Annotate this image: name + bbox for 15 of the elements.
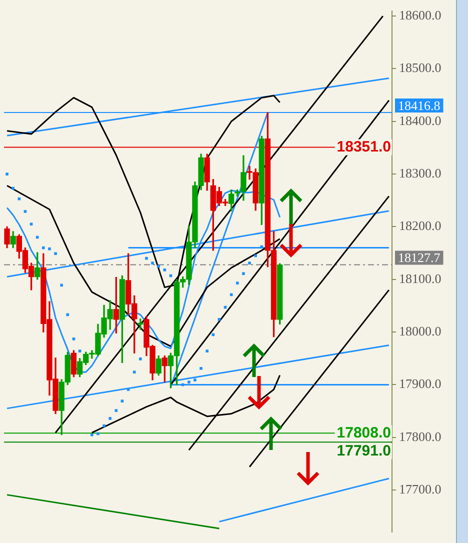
y-tick-label: 18400.0 — [399, 112, 442, 128]
y-tick-label: 18100.0 — [399, 270, 442, 286]
y-tick-label: 18300.0 — [399, 165, 442, 180]
annotation: 17808.0 — [336, 424, 391, 442]
ref-line-label: 18127.7 — [398, 250, 441, 266]
y-tick-label: 18000.0 — [399, 323, 442, 338]
y-tick-label: 18500.0 — [399, 60, 442, 76]
ref-line-label: 18416.8 — [398, 98, 440, 113]
annotation: 17791.0 — [336, 442, 391, 460]
y-tick-label: 18200.0 — [399, 218, 442, 234]
annotation: 18351.0 — [336, 138, 391, 156]
y-tick-label: 17800.0 — [399, 428, 442, 444]
y-tick-label: 18600.0 — [399, 7, 442, 22]
y-tick-label: 17700.0 — [399, 481, 442, 496]
y-tick-label: 17900.0 — [399, 376, 442, 392]
